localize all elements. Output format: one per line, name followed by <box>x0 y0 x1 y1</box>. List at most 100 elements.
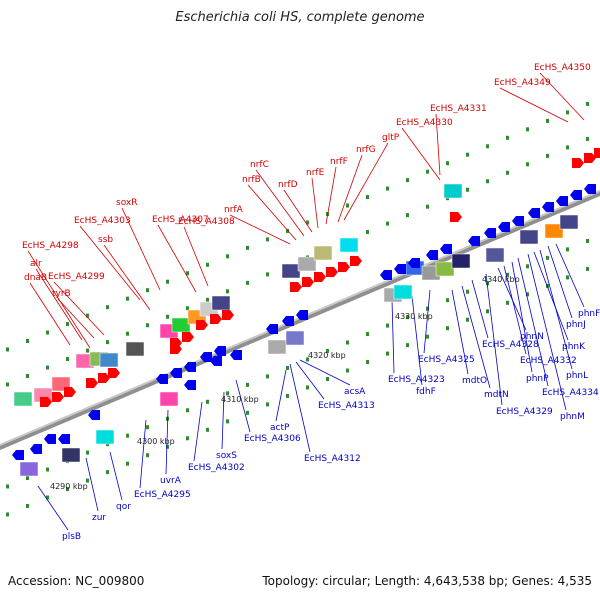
tick-dot <box>546 118 549 123</box>
reverse-gene-label: EcHS_A4334 <box>542 388 599 398</box>
tick-dot <box>166 314 169 319</box>
reverse-arrow <box>440 244 452 254</box>
forward-arrow <box>450 212 462 222</box>
reverse-leader <box>547 245 573 319</box>
tick-dot <box>486 179 489 184</box>
forward-gene-labels: dnaB alr tyrB EcHS_A4299 EcHS_A4298 ssb EcHS_A… <box>22 63 591 299</box>
genome-summary: Topology: circular; Length: 4,643,538 bp… <box>262 574 592 588</box>
reverse-arrow <box>296 310 308 320</box>
forward-arrow <box>350 256 362 266</box>
tick-dot <box>526 127 529 132</box>
forward-gene-label: EcHS_A4307 <box>152 215 209 225</box>
forward-arrow <box>326 267 338 277</box>
gene-block <box>99 352 119 368</box>
tick-dot <box>106 340 109 345</box>
forward-leader <box>121 207 161 291</box>
forward-leader <box>229 214 291 245</box>
tick-dot <box>246 280 249 285</box>
tick-dot <box>546 153 549 158</box>
reverse-arrow <box>408 258 420 268</box>
tick-dot <box>566 247 569 252</box>
tick-dot <box>166 444 169 449</box>
gene-block <box>95 429 115 445</box>
tick-dot <box>426 306 429 311</box>
tick-dot <box>6 382 9 387</box>
forward-leader <box>27 250 91 349</box>
reverse-arrow <box>570 190 582 200</box>
tick-dot <box>206 297 209 302</box>
tick-dot <box>446 161 449 166</box>
tick-dot <box>146 425 149 430</box>
reverse-leader <box>485 273 503 406</box>
reverse-arrow <box>184 380 196 390</box>
forward-gene-label: EcHS_A4349 <box>494 78 551 88</box>
forward-leader <box>53 281 105 336</box>
tick-dot <box>86 313 89 318</box>
tick-dot <box>486 144 489 149</box>
tick-dot <box>26 338 29 343</box>
forward-gene-label: nrfD <box>278 180 298 190</box>
forward-leader <box>499 87 569 123</box>
tick-dot <box>566 110 569 115</box>
gene-block <box>211 295 231 311</box>
reverse-arrow <box>170 368 182 378</box>
tick-dot <box>286 365 289 370</box>
tick-dot <box>566 275 569 280</box>
tick-dot <box>306 220 309 225</box>
reverse-gene-label: uvrA <box>160 476 182 486</box>
forward-gene-label: tyrB <box>52 289 71 299</box>
forward-arrow <box>64 387 76 397</box>
gene-block <box>171 317 191 333</box>
reverse-leader <box>555 243 585 308</box>
gene-block <box>559 214 579 230</box>
tick-label: 4320 kbp <box>308 351 346 360</box>
forward-gene-label: EcHS_A4303 <box>74 216 131 226</box>
gene-block <box>393 284 413 300</box>
reverse-arrow <box>484 228 496 238</box>
reverse-arrow <box>230 350 242 360</box>
kbp-tick-labels: 4290 kbp 4300 kbp 4310 kbp 4320 kbp 4330 kbp… <box>50 275 520 491</box>
forward-leader <box>283 189 313 233</box>
tick-dots <box>6 101 589 517</box>
tick-dot <box>66 357 69 362</box>
forward-leader <box>343 142 389 221</box>
reverse-gene-label: EcHS_A4312 <box>304 454 361 464</box>
reverse-arrow <box>468 236 480 246</box>
reverse-leader <box>451 289 469 375</box>
forward-gene-label: nrfF <box>330 157 348 167</box>
tick-dot <box>426 169 429 174</box>
forward-leader <box>57 298 95 339</box>
tick-dot <box>466 152 469 157</box>
tick-dot <box>226 254 229 259</box>
forward-gene-label: EcHS_A4298 <box>22 241 79 251</box>
forward-gene-label: dnaB <box>24 273 47 283</box>
gene-block <box>443 183 463 199</box>
gene-block <box>451 253 471 269</box>
tick-dot <box>366 195 369 200</box>
tick-dot <box>526 264 529 269</box>
tick-label: 4310 kbp <box>221 395 259 404</box>
tick-dot <box>286 228 289 233</box>
tick-dot <box>246 410 249 415</box>
reverse-arrow <box>394 264 406 274</box>
tick-dot <box>186 408 189 413</box>
tick-dot <box>506 135 509 140</box>
forward-arrow <box>98 373 110 383</box>
tick-dot <box>286 393 289 398</box>
tick-dot <box>386 351 389 356</box>
reverse-gene-label: EcHS_A4306 <box>244 434 301 444</box>
reverse-arrow <box>44 434 56 444</box>
forward-gene-label: ssb <box>98 235 113 245</box>
tick-dot <box>486 309 489 314</box>
forward-arrow <box>314 272 326 282</box>
forward-arrow <box>52 392 64 402</box>
reverse-arrow <box>584 184 596 194</box>
forward-arrow <box>108 368 120 378</box>
forward-gene-label: gltP <box>382 133 400 143</box>
tick-dot <box>526 292 529 297</box>
reverse-leader <box>533 251 569 341</box>
tick-dot <box>126 296 129 301</box>
tick-dot <box>586 266 589 271</box>
forward-arrow <box>196 320 208 330</box>
